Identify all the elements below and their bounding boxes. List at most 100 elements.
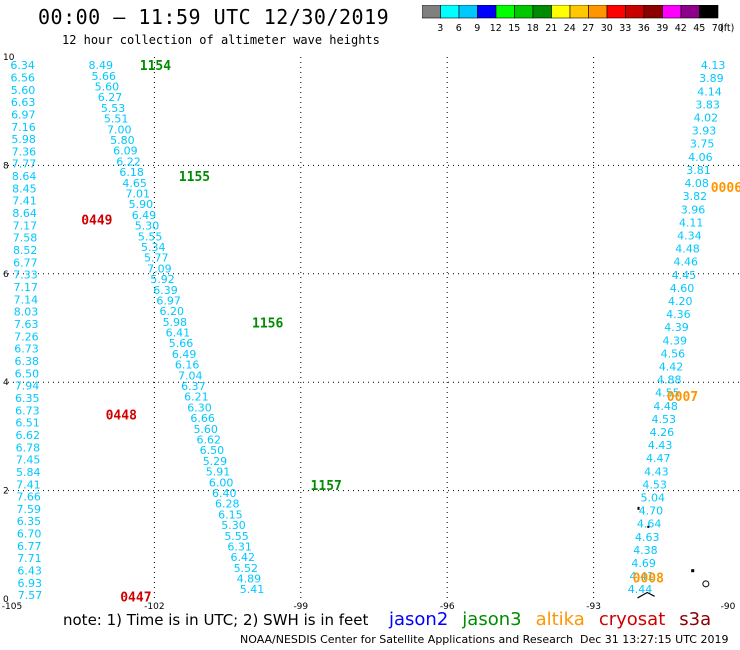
colorbar-label: 3 (437, 23, 443, 34)
pass-time-label: 0448 (106, 409, 137, 424)
colorbar-label: 24 (564, 23, 576, 34)
wave-height-value: 4.20 (668, 295, 693, 308)
timestamp-text: Dec 31 13:27:15 UTC 2019 (580, 633, 729, 646)
wave-height-value: 6.50 (15, 367, 40, 380)
colorbar-label: 12 (490, 23, 502, 34)
wave-height-value: 6.09 (113, 145, 138, 158)
x-tick-label: -99 (293, 602, 308, 610)
coastline (637, 591, 655, 599)
credit-text: NOAA/NESDIS Center for Satellite Applica… (240, 633, 574, 646)
wave-height-value: 6.16 (175, 359, 200, 372)
wave-height-value: 4.02 (694, 112, 719, 125)
wave-height-value: 5.84 (16, 466, 41, 479)
wave-height-value: 4.65 (122, 177, 147, 190)
wave-height-value: 4.45 (672, 269, 697, 282)
wave-height-value: 5.30 (135, 220, 160, 233)
wave-height-value: 4.13 (701, 59, 726, 72)
wave-height-value: 6.27 (98, 91, 123, 104)
pass-time-label: 0007 (667, 390, 698, 405)
wave-height-value: 8.64 (12, 170, 37, 183)
wave-height-value: 6.73 (14, 343, 39, 356)
pass-time-label: 1156 (252, 317, 283, 332)
wave-height-value: 7.41 (16, 478, 41, 491)
y-tick-label: 2 (3, 487, 9, 497)
y-tick-label: 6 (3, 270, 9, 280)
wave-height-value: 5.53 (101, 102, 126, 115)
wave-height-value: 4.89 (237, 573, 262, 586)
x-tick-label: -96 (440, 602, 455, 610)
wave-height-value: 4.11 (679, 216, 704, 229)
wave-height-value: 6.97 (11, 108, 36, 121)
colorbar-label: 70 (712, 23, 724, 34)
wave-height-value: 6.00 (209, 476, 234, 489)
wave-height-value: 6.93 (18, 577, 43, 590)
wave-height-value: 7.94 (15, 380, 40, 393)
wave-height-value: 4.36 (666, 308, 691, 321)
island (702, 580, 710, 588)
wave-height-plot: -105 -102 -99 -96 -93 -9002468106.346.565.606… (2, 53, 740, 610)
wave-height-value: 5.98 (163, 316, 188, 329)
wave-height-value: 7.63 (14, 318, 39, 331)
wave-height-value: 3.82 (683, 190, 708, 203)
wave-height-value: 7.17 (13, 219, 38, 232)
wave-height-value: 6.30 (187, 401, 212, 414)
wave-height-value: 4.46 (673, 256, 698, 269)
wave-height-value: 6.62 (15, 429, 40, 442)
colorbar-label: 42 (675, 23, 687, 34)
x-tick-label: -90 (721, 602, 736, 610)
pass-time-label: 0447 (120, 590, 151, 605)
wave-height-value: 7.17 (13, 281, 38, 294)
wave-height-value: 8.03 (14, 306, 39, 319)
wave-height-value: 3.75 (690, 138, 715, 151)
wave-height-value: 6.15 (218, 508, 243, 521)
wave-height-value: 7.58 (13, 232, 38, 245)
colorbar-label: 30 (601, 23, 613, 34)
wave-height-value: 4.48 (675, 243, 700, 256)
wave-height-value: 5.66 (169, 337, 194, 350)
wave-height-value: 6.18 (119, 166, 144, 179)
wave-height-value: 4.43 (648, 439, 673, 452)
wave-height-value: 4.69 (631, 557, 656, 570)
wave-height-value: 4.88 (657, 374, 682, 387)
wave-height-value: 6.22 (116, 155, 141, 168)
colorbar-label: 33 (619, 23, 631, 34)
wave-height-value: 5.60 (11, 84, 36, 97)
wave-height-value: 6.38 (14, 355, 39, 368)
pass-time-label: 1154 (140, 59, 171, 74)
wave-height-value: 4.63 (635, 531, 660, 544)
wave-height-value: 8.52 (13, 244, 38, 257)
wave-height-value: 7.36 (12, 145, 37, 158)
island (691, 569, 695, 573)
wave-height-value: 6.35 (15, 392, 40, 405)
wave-height-value: 7.45 (16, 454, 41, 467)
y-tick-label: 4 (3, 378, 9, 388)
wave-height-value: 6.50 (200, 444, 225, 457)
wave-height-value: 6.28 (215, 498, 240, 511)
wave-height-value: 7.16 (11, 121, 36, 134)
wave-height-value: 6.97 (156, 294, 181, 307)
pass-time-label: 1155 (179, 170, 210, 185)
wave-height-value: 4.08 (684, 177, 709, 190)
wave-height-value: 5.34 (141, 241, 166, 254)
wave-height-value: 7.26 (14, 330, 39, 343)
legend-jason2: jason2 (389, 609, 449, 630)
wave-height-value: 4.38 (633, 544, 658, 557)
wave-height-value: 5.51 (104, 113, 129, 126)
wave-height-value: 4.60 (670, 282, 695, 295)
wave-height-value: 7.01 (126, 187, 151, 200)
wave-height-value: 4.14 (697, 85, 722, 98)
wave-height-value: 6.34 (10, 59, 35, 72)
wave-height-value: 4.39 (662, 334, 687, 347)
x-tick-label: -102 (144, 602, 164, 610)
colorbar-label: 18 (527, 23, 539, 34)
wave-height-value: 6.37 (181, 380, 206, 393)
wave-height-value: 4.41 (630, 570, 655, 583)
wave-height-value: 4.43 (644, 465, 669, 478)
wave-height-value: 6.49 (132, 209, 157, 222)
wave-height-value: 6.56 (11, 71, 36, 84)
pass-time-label: 0006 (711, 181, 740, 196)
wave-height-value: 5.52 (234, 562, 259, 575)
wave-height-value: 4.39 (664, 321, 689, 334)
pass-time-label: 1157 (311, 479, 342, 494)
wave-height-value: 6.62 (197, 433, 222, 446)
